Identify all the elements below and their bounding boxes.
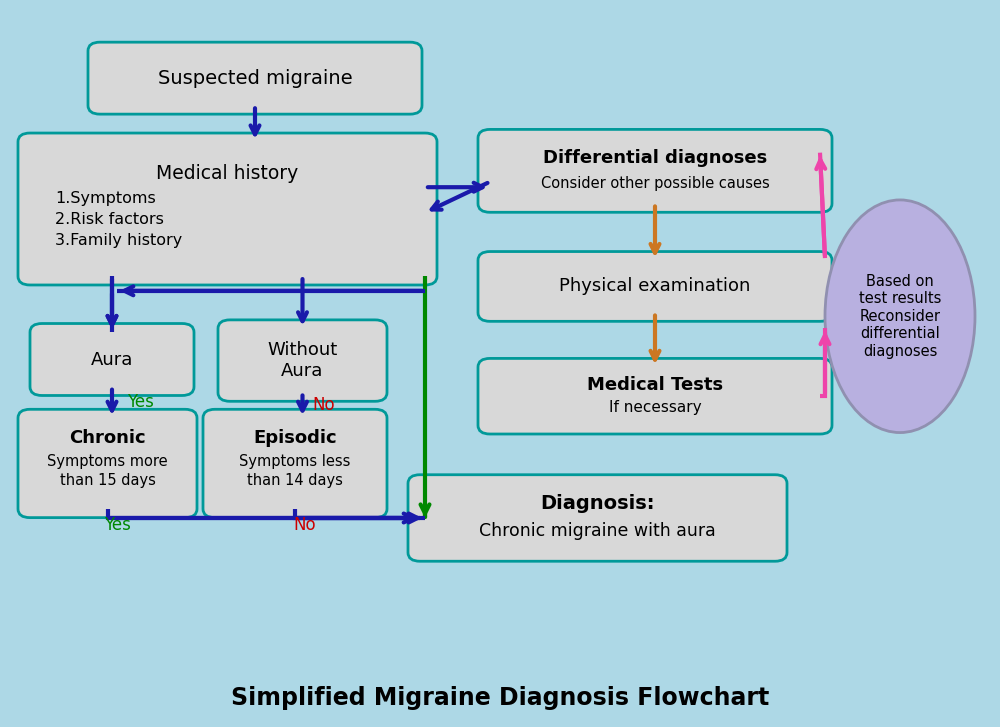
FancyBboxPatch shape <box>478 129 832 212</box>
FancyBboxPatch shape <box>88 42 422 114</box>
FancyBboxPatch shape <box>478 252 832 321</box>
Ellipse shape <box>825 200 975 433</box>
FancyBboxPatch shape <box>30 324 194 395</box>
Text: Consider other possible causes: Consider other possible causes <box>541 177 769 191</box>
Text: Symptoms more
than 15 days: Symptoms more than 15 days <box>47 454 168 488</box>
Text: Chronic: Chronic <box>69 429 146 447</box>
Text: Aura: Aura <box>91 350 133 369</box>
Text: Diagnosis:: Diagnosis: <box>540 494 655 513</box>
Text: Symptoms less
than 14 days: Symptoms less than 14 days <box>239 454 351 488</box>
Text: 1.Symptoms
2.Risk factors
3.Family history: 1.Symptoms 2.Risk factors 3.Family histo… <box>55 191 182 248</box>
Text: Medical Tests: Medical Tests <box>587 376 723 393</box>
FancyBboxPatch shape <box>203 409 387 518</box>
FancyBboxPatch shape <box>218 320 387 401</box>
Text: Physical examination: Physical examination <box>559 278 751 295</box>
Text: If necessary: If necessary <box>609 401 701 415</box>
Text: Based on
test results
Reconsider
differential
diagnoses: Based on test results Reconsider differe… <box>859 274 941 358</box>
Text: Suspected migraine: Suspected migraine <box>158 68 352 88</box>
Text: Simplified Migraine Diagnosis Flowchart: Simplified Migraine Diagnosis Flowchart <box>231 686 769 710</box>
FancyBboxPatch shape <box>478 358 832 434</box>
Text: Chronic migraine with aura: Chronic migraine with aura <box>479 522 716 540</box>
Text: No: No <box>294 516 316 534</box>
FancyBboxPatch shape <box>18 133 437 285</box>
FancyBboxPatch shape <box>408 475 787 561</box>
Text: No: No <box>312 396 335 414</box>
FancyBboxPatch shape <box>18 409 197 518</box>
Text: Medical history: Medical history <box>156 164 299 182</box>
Text: Yes: Yes <box>127 393 154 411</box>
Text: Yes: Yes <box>104 516 131 534</box>
Text: Differential diagnoses: Differential diagnoses <box>543 149 767 166</box>
Text: Episodic: Episodic <box>253 429 337 447</box>
Text: Without
Aura: Without Aura <box>267 341 338 380</box>
